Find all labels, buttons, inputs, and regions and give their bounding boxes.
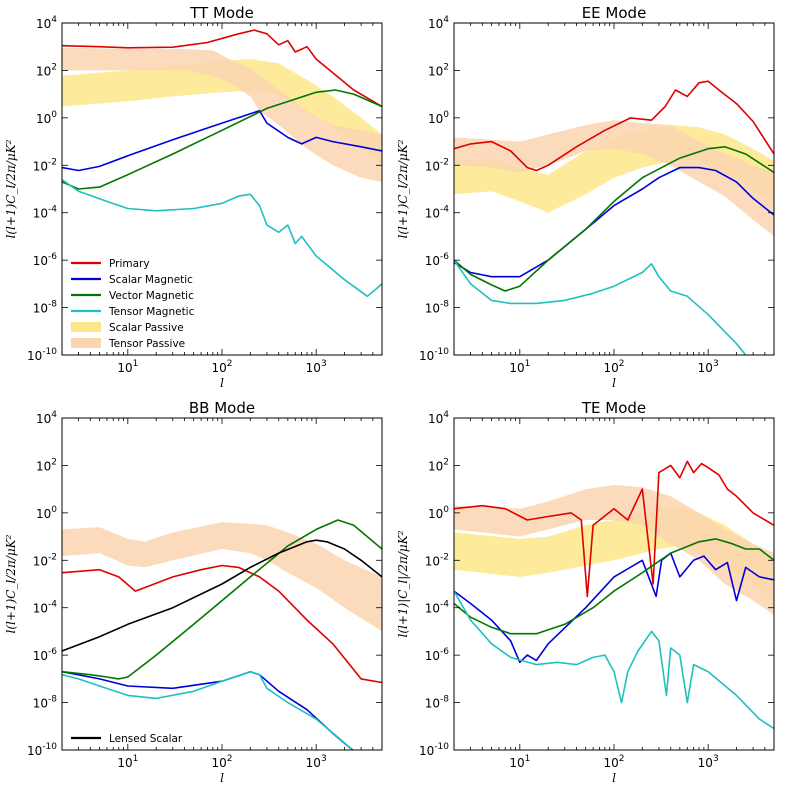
chart-bb-xlabel: l xyxy=(220,771,224,785)
chart-bb-legend: Lensed Scalar xyxy=(71,733,183,745)
chart-bb-y-tick-label: 10-2 xyxy=(33,552,57,568)
chart-tt-y-tick-label: 10-6 xyxy=(33,252,58,268)
chart-ee-x-tick-label: 102 xyxy=(603,359,624,375)
chart-bb-panel: 101 102 103 10-10 10-8 10-6 10-4 10-2 100 102 104 B… xyxy=(4,399,383,785)
chart-ee-y-tick-label: 10-4 xyxy=(425,205,450,221)
chart-bb-series-lensed-scalar xyxy=(62,539,382,652)
chart-tt-series-group xyxy=(62,29,382,298)
chart-ee-y-tick-label: 10-8 xyxy=(425,300,450,316)
chart-ee-x-tick-label: 101 xyxy=(509,359,530,375)
chart-ee-series-scalar-magnetic xyxy=(454,166,774,278)
chart-te-band-tensor-passive xyxy=(454,485,774,615)
chart-tt-panel: 101 102 103 10-10 10-8 10-6 10-4 10-2 100 102 104 T… xyxy=(4,4,383,390)
chart-te-y-tick-label: 10-8 xyxy=(425,695,450,711)
chart-tt-title: TT Mode xyxy=(189,4,254,22)
chart-bb-legend-label-lensed-scalar: Lensed Scalar xyxy=(109,733,183,745)
chart-tt-x-tick-label: 101 xyxy=(117,359,138,375)
chart-te-series-group xyxy=(454,460,774,730)
chart-te-x-tick-label: 101 xyxy=(509,754,530,770)
chart-ee-y-tick-label: 10-2 xyxy=(425,157,449,173)
chart-te-series-tensor-magnetic xyxy=(454,590,774,730)
chart-ee-xlabel: l xyxy=(612,376,616,390)
chart-ee-series-tensor-magnetic xyxy=(454,259,747,355)
chart-tt-legend-swatch-tensor-passive xyxy=(71,338,101,348)
chart-bb-y-tick-label: 10-10 xyxy=(27,742,57,758)
chart-ee-y-tick-label: 102 xyxy=(428,62,449,78)
chart-ee-y-tick-label: 104 xyxy=(428,15,449,31)
chart-te-y-tick-label: 10-4 xyxy=(425,600,450,616)
chart-te-plot-area xyxy=(454,418,774,750)
chart-bb-y-tick-label: 10-6 xyxy=(33,647,58,663)
chart-tt-y-tick-label: 10-4 xyxy=(33,205,58,221)
chart-te-x-tick-label: 103 xyxy=(698,754,719,770)
chart-tt-legend: Primary Scalar Magnetic Vector Magnetic Ten… xyxy=(71,258,195,350)
chart-tt-y-tick-label: 100 xyxy=(36,110,57,126)
chart-tt-x-tick-label: 103 xyxy=(306,359,327,375)
chart-te-series-scalar-magnetic xyxy=(454,552,774,664)
chart-bb-band-tensor-passive xyxy=(62,522,382,632)
chart-te-x-tick-label: 102 xyxy=(603,754,624,770)
chart-ee-series-primary xyxy=(454,80,774,172)
chart-bb-x-tick-label: 102 xyxy=(211,754,232,770)
chart-tt-series-tensor-magnetic xyxy=(62,178,382,298)
chart-ee-ylabel: l(l+1)C_l/2π/μK² xyxy=(396,139,410,238)
chart-tt-series-primary xyxy=(62,29,382,108)
chart-tt-band-scalar-passive xyxy=(62,59,382,166)
chart-ee-y-tick-label: 10-6 xyxy=(425,252,450,268)
chart-tt-ylabel: l(l+1)C_l/2π/μK² xyxy=(4,139,18,238)
chart-te-title: TE Mode xyxy=(581,399,646,417)
chart-te-y-tick-label: 10-6 xyxy=(425,647,450,663)
chart-te-ylabel: l(l+1)|C_l|/2π/μK² xyxy=(396,530,410,637)
chart-tt-y-tick-label: 102 xyxy=(36,62,57,78)
chart-te-panel: 101 102 103 10-10 10-8 10-6 10-4 10-2 100 102 104 T… xyxy=(396,399,775,785)
chart-te-series-primary xyxy=(454,460,774,598)
chart-tt-legend-label-primary: Primary xyxy=(109,258,150,270)
chart-tt-series-vector-magnetic xyxy=(62,89,382,190)
chart-tt-y-tick-label: 10-2 xyxy=(33,157,57,173)
chart-ee-series-vector-magnetic xyxy=(454,146,774,292)
chart-tt-x-tick-label: 102 xyxy=(211,359,232,375)
chart-te-y-tick-label: 100 xyxy=(428,505,449,521)
chart-tt-xlabel: l xyxy=(220,376,224,390)
chart-ee-series-group xyxy=(454,80,774,355)
chart-bb-series-tensor-magnetic xyxy=(62,670,354,750)
chart-tt-legend-label-vector-magnetic: Vector Magnetic xyxy=(109,290,194,302)
chart-bb-series-primary xyxy=(62,564,382,684)
chart-te-xlabel: l xyxy=(612,771,616,785)
chart-tt-y-tick-label: 10-10 xyxy=(27,347,57,363)
chart-ee-y-tick-label: 100 xyxy=(428,110,449,126)
chart-ee-x-tick-label: 103 xyxy=(698,359,719,375)
chart-tt-y-tick-label: 104 xyxy=(36,15,57,31)
chart-tt-legend-label-scalar-magnetic: Scalar Magnetic xyxy=(109,274,193,286)
chart-bb-x-tick-label: 103 xyxy=(306,754,327,770)
chart-bb-y-tick-label: 10-8 xyxy=(33,695,58,711)
chart-tt-legend-label-tensor-magnetic: Tensor Magnetic xyxy=(108,306,195,318)
chart-te-y-tick-label: 102 xyxy=(428,457,449,473)
chart-te-y-tick-label: 104 xyxy=(428,410,449,426)
chart-ee-title: EE Mode xyxy=(582,4,647,22)
chart-bb-x-tick-label: 101 xyxy=(117,754,138,770)
chart-ee-y-tick-label: 10-10 xyxy=(419,347,449,363)
chart-te-y-tick-label: 10-10 xyxy=(419,742,449,758)
chart-bb-title: BB Mode xyxy=(189,399,255,417)
chart-tt-band-tensor-passive xyxy=(62,47,382,182)
chart-bb-series-group xyxy=(62,519,382,750)
chart-ee-band-tensor-passive xyxy=(454,120,774,237)
chart-bb-series-vector-magnetic xyxy=(62,519,382,680)
chart-tt-legend-label-tensor-passive: Tensor Passive xyxy=(108,338,185,350)
chart-bb-y-tick-label: 102 xyxy=(36,457,57,473)
chart-te-y-tick-label: 10-2 xyxy=(425,552,449,568)
chart-ee-panel: 101 102 103 10-10 10-8 10-6 10-4 10-2 100 102 104 E… xyxy=(396,4,775,390)
chart-bb-y-tick-label: 10-4 xyxy=(33,600,58,616)
chart-tt-series-scalar-magnetic xyxy=(62,109,382,172)
chart-bb-ylabel: l(l+1)C_l/2π/μK² xyxy=(4,534,18,633)
chart-tt-legend-label-scalar-passive: Scalar Passive xyxy=(109,322,184,334)
chart-te-series-vector-magnetic xyxy=(454,538,774,635)
chart-bb-y-tick-label: 100 xyxy=(36,505,57,521)
chart-bb-y-tick-label: 104 xyxy=(36,410,57,426)
chart-tt-legend-swatch-scalar-passive xyxy=(71,322,101,332)
chart-tt-y-tick-label: 10-8 xyxy=(33,300,58,316)
